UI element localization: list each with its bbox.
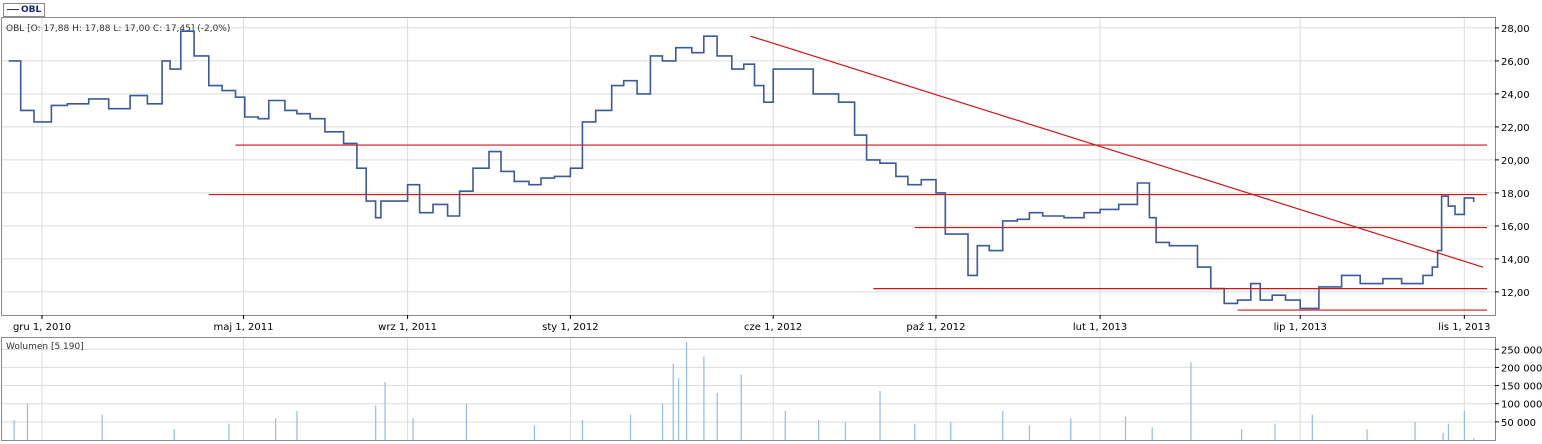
x-tick-label: paź 1, 2012: [906, 321, 965, 333]
volume-bar: [1447, 423, 1450, 440]
volume-y-axis: 50 000 100 000 150 000 200 000 250 000: [1495, 345, 1542, 429]
volume-bar: [1190, 361, 1192, 440]
volume-bar: [879, 391, 881, 440]
volume-bar: [716, 392, 718, 440]
volume-bars: [13, 342, 1475, 440]
volume-bar: [740, 374, 742, 440]
x-tick-label: wrz 1, 2011: [378, 322, 437, 333]
trend-line: [750, 35, 1484, 268]
volume-bar: [296, 410, 298, 440]
volume-bar: [677, 378, 680, 440]
price-y-tick-label: 20,00: [1501, 156, 1530, 167]
legend-label: OBL: [21, 5, 42, 15]
volume-bar: [1028, 425, 1031, 440]
volume-bar: [685, 342, 688, 440]
volume-bar: [173, 429, 175, 440]
price-y-tick-label: 26,00: [1501, 57, 1530, 68]
legend-line-icon: [7, 9, 19, 10]
volume-bar: [784, 410, 786, 440]
volume-bar: [1151, 427, 1153, 440]
volume-bar: [661, 403, 664, 440]
volume-bar: [465, 403, 468, 440]
volume-bar: [275, 418, 277, 440]
x-tick-label: lip 1, 2013: [1274, 322, 1327, 333]
volume-bar: [1002, 410, 1004, 440]
price-panel-frame: [1, 17, 1496, 316]
volume-bar: [533, 425, 536, 440]
volume-bar: [844, 421, 846, 440]
volume-bar: [1414, 421, 1416, 440]
x-tick-label: lis 1, 2013: [1438, 322, 1490, 333]
volume-bar: [629, 414, 632, 440]
price-y-tick-label: 16,00: [1501, 222, 1530, 233]
price-y-tick-label: 12,00: [1501, 288, 1530, 299]
trend-line-group: [750, 35, 1484, 268]
volume-bar: [101, 414, 103, 440]
price-y-tick-label: 22,00: [1501, 123, 1530, 134]
price-series: [8, 30, 1475, 310]
price-y-tick-label: 28,00: [1501, 24, 1530, 35]
x-tick-label: sty 1, 2012: [542, 322, 598, 333]
volume-bar: [950, 421, 952, 440]
x-tick-label: gru 1, 2010: [13, 322, 71, 333]
x-tick-label: cze 1, 2012: [744, 322, 802, 333]
volume-bar: [384, 381, 386, 440]
price-info-line: OBL [O: 17,88 H: 17,88 L: 17,00 C: 17,45…: [6, 24, 230, 34]
price-y-tick-label: 18,00: [1501, 189, 1530, 200]
volume-y-tick-label: 200 000: [1501, 363, 1542, 374]
volume-bar: [412, 418, 414, 440]
volume-bar: [1274, 423, 1276, 440]
volume-panel-frame: [1, 337, 1496, 441]
volume-label: Wolumen [5 190]: [6, 342, 84, 352]
legend-box: OBL: [3, 3, 46, 17]
volume-bar: [1442, 432, 1444, 440]
volume-bar: [914, 423, 916, 440]
support-resistance-lines: [208, 144, 1487, 311]
volume-y-tick-label: 150 000: [1501, 382, 1542, 393]
volume-y-tick-label: 100 000: [1501, 400, 1542, 411]
volume-bar: [1124, 416, 1127, 440]
volume-bar: [375, 405, 377, 440]
price-line: [8, 30, 1475, 310]
volume-y-tick-label: 50 000: [1501, 418, 1536, 429]
volume-bar: [1366, 429, 1368, 440]
volume-bar: [818, 420, 820, 440]
volume-y-tick-label: 250 000: [1501, 345, 1542, 356]
volume-bar: [26, 403, 29, 440]
price-y-tick-label: 24,00: [1501, 90, 1530, 101]
x-tick-label: lut 1, 2013: [1073, 322, 1127, 333]
price-grid: [2, 18, 1495, 315]
volume-bar: [1240, 429, 1243, 440]
volume-bar: [703, 356, 705, 440]
volume-bar: [672, 363, 674, 440]
volume-grid: [2, 338, 1495, 440]
volume-bar: [228, 423, 230, 440]
volume-bar: [13, 420, 15, 440]
price-y-axis: 12,00 14,00 16,00 18,00 20,00 22,00 24,00 26,00…: [1495, 24, 1530, 299]
x-tick-label: maj 1, 2011: [213, 322, 273, 333]
volume-bar: [1070, 418, 1072, 440]
price-y-tick-label: 14,00: [1501, 255, 1530, 266]
volume-bar: [1463, 410, 1466, 440]
volume-bar: [1473, 438, 1475, 440]
volume-bar: [1311, 414, 1313, 440]
volume-bar: [581, 420, 584, 440]
date-x-axis: gru 1, 2010 maj 1, 2011 wrz 1, 2011 sty 1, …: [13, 315, 1490, 333]
